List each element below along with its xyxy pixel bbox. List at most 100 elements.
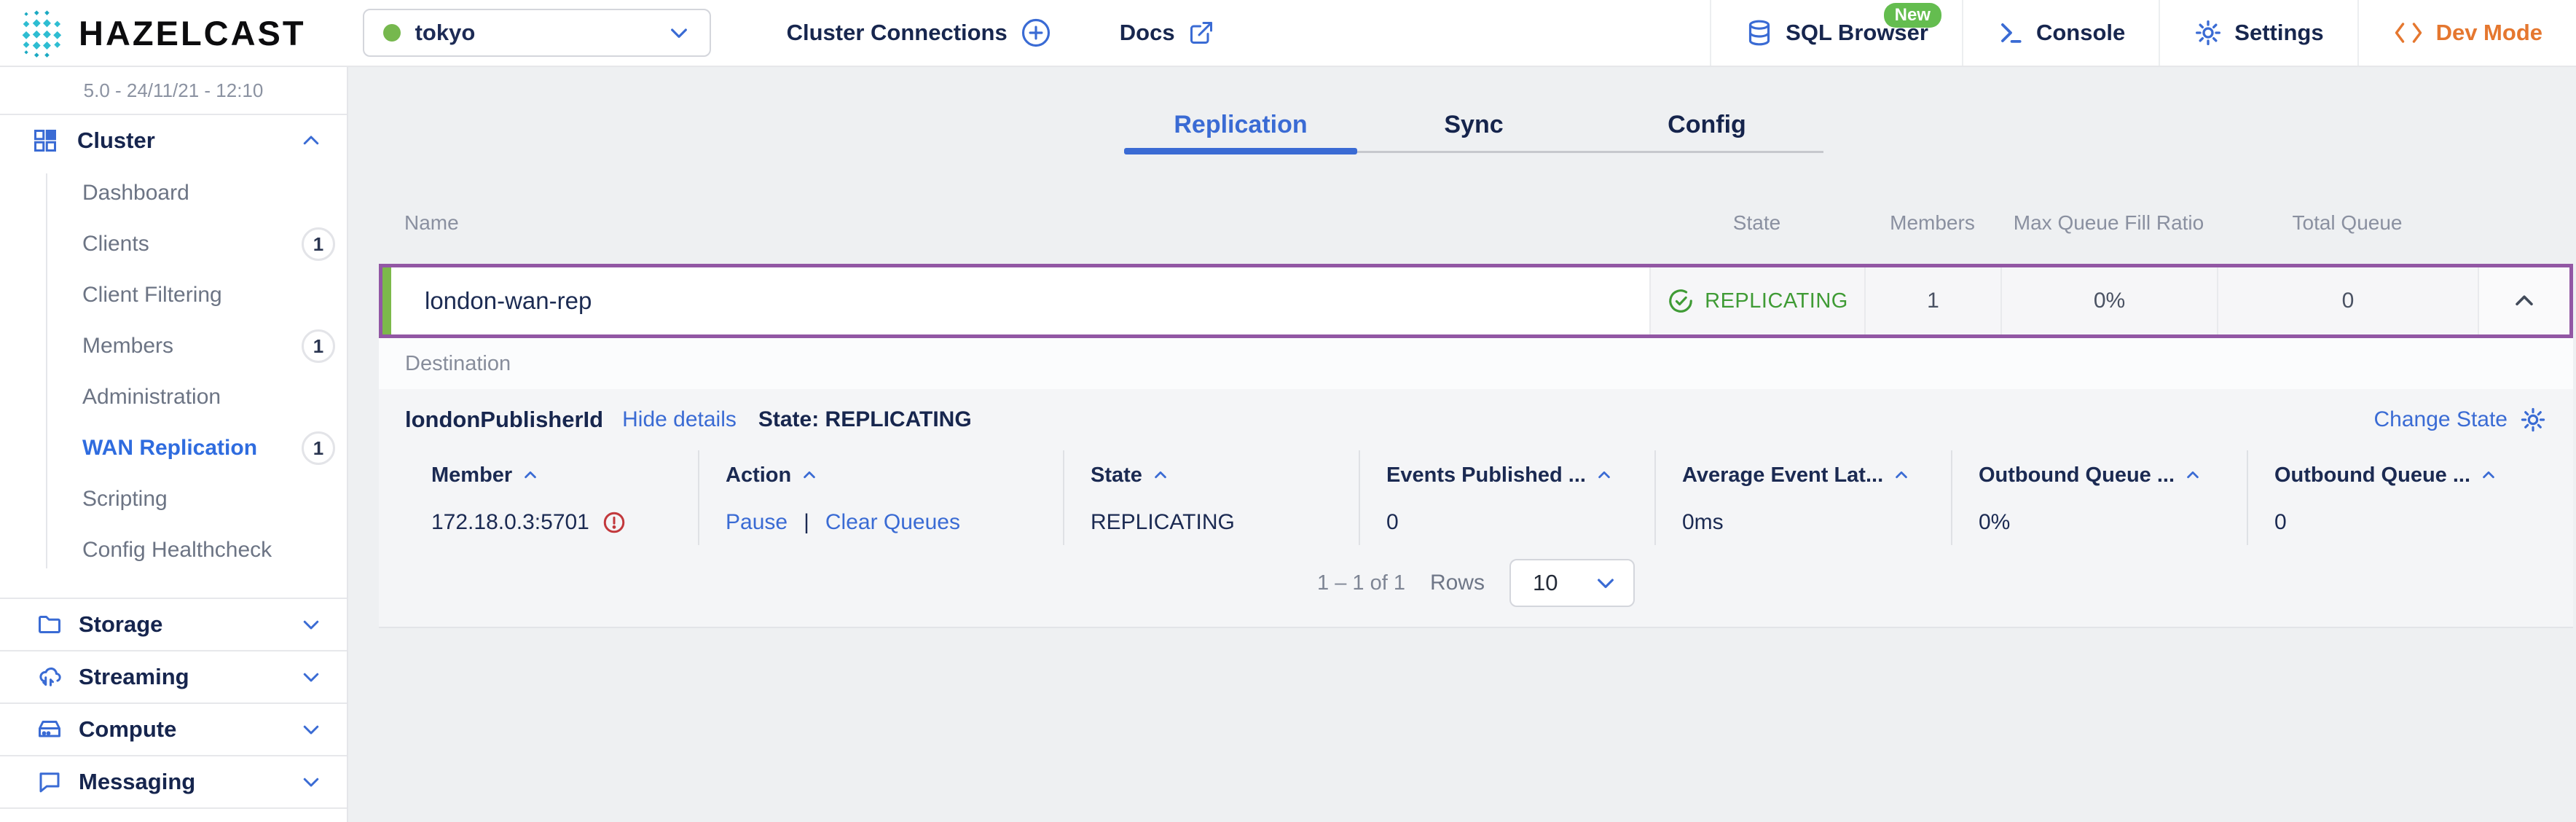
sidebar-item-administration[interactable]: Administration bbox=[0, 372, 347, 423]
sort-asc-icon bbox=[2481, 467, 2497, 483]
sort-asc-icon bbox=[1596, 467, 1612, 483]
publisher-state: State: REPLICATING bbox=[758, 407, 972, 431]
settings-button[interactable]: Settings bbox=[2159, 0, 2357, 66]
chevron-up-icon bbox=[300, 130, 322, 152]
sidebar-item-client-filtering[interactable]: Client Filtering bbox=[0, 270, 347, 321]
chevron-up-icon bbox=[2512, 289, 2537, 313]
member-actions-cell: Pause | Clear Queues bbox=[698, 500, 1063, 545]
version-info: 5.0 - 24/11/21 - 12:10 bbox=[0, 67, 347, 115]
warning-icon[interactable] bbox=[601, 509, 627, 536]
database-icon bbox=[1745, 18, 1774, 47]
sidebar-section-storage[interactable]: Storage bbox=[0, 598, 347, 650]
member-address: 172.18.0.3:5701 bbox=[431, 510, 589, 534]
tab-config[interactable]: Config bbox=[1668, 111, 1746, 138]
sidebar-item-config-healthcheck[interactable]: Config Healthcheck bbox=[0, 525, 347, 576]
sort-asc-icon bbox=[522, 467, 538, 483]
sidebar: 5.0 - 24/11/21 - 12:10 Cluster Dashboard… bbox=[0, 67, 348, 822]
collapse-row-button[interactable] bbox=[2478, 267, 2569, 334]
replication-state: REPLICATING bbox=[1705, 289, 1848, 313]
members-count: 1 bbox=[1864, 267, 2000, 334]
cluster-connections-button[interactable]: Cluster Connections bbox=[787, 17, 1051, 48]
average-event-latency-value: 0ms bbox=[1654, 500, 1951, 545]
hide-details-link[interactable]: Hide details bbox=[622, 407, 737, 431]
docs-link[interactable]: Docs bbox=[1120, 20, 1214, 46]
column-header-max-queue-fill-ratio: Max Queue Fill Ratio bbox=[2013, 211, 2204, 234]
sidebar-item-label: Clients bbox=[82, 232, 149, 256]
table-row-london-wan-rep[interactable]: london-wan-rep REPLICATING 1 0% 0 bbox=[379, 264, 2573, 338]
chevron-down-icon bbox=[300, 614, 322, 635]
dev-mode-button[interactable]: Dev Mode bbox=[2357, 0, 2576, 66]
member-address-cell: 172.18.0.3:5701 bbox=[405, 500, 698, 545]
sidebar-item-members[interactable]: Members 1 bbox=[0, 321, 347, 372]
column-header-member-state[interactable]: State bbox=[1063, 450, 1359, 500]
count-badge: 1 bbox=[302, 227, 335, 261]
total-queue: 0 bbox=[2217, 267, 2478, 334]
member-state: REPLICATING bbox=[1063, 500, 1359, 545]
member-row: 172.18.0.3:5701 Pause | Clear Queues REP… bbox=[405, 500, 2547, 545]
brand-name: HAZELCAST bbox=[79, 13, 306, 52]
column-header-total-queue: Total Queue bbox=[2292, 211, 2403, 234]
tab-bar: Replication Sync Config bbox=[1124, 102, 1823, 154]
top-bar: HAZELCAST tokyo Cluster Connections Docs… bbox=[0, 0, 2576, 67]
members-table-header: Member Action State Events Published ... bbox=[405, 450, 2547, 500]
change-state-button[interactable]: Change State bbox=[2374, 406, 2547, 434]
column-header-outbound-queue-size[interactable]: Outbound Queue ... bbox=[2247, 450, 2547, 500]
header-label: Events Published ... bbox=[1386, 463, 1586, 487]
header-label: Average Event Lat... bbox=[1682, 463, 1884, 487]
sidebar-item-label: Dashboard bbox=[82, 181, 189, 205]
docs-label: Docs bbox=[1119, 20, 1175, 45]
column-header-action[interactable]: Action bbox=[698, 450, 1063, 500]
sidebar-section-cluster[interactable]: Cluster bbox=[0, 115, 347, 166]
tab-replication[interactable]: Replication bbox=[1174, 111, 1308, 138]
rows-per-page-dropdown[interactable]: 10 bbox=[1509, 559, 1635, 607]
change-state-label: Change State bbox=[2373, 407, 2508, 431]
clear-queues-link[interactable]: Clear Queues bbox=[825, 510, 960, 534]
sql-browser-button[interactable]: New SQL Browser bbox=[1710, 0, 1962, 66]
sort-asc-icon bbox=[1152, 467, 1169, 483]
console-label: Console bbox=[2035, 20, 2126, 45]
sidebar-item-clients[interactable]: Clients 1 bbox=[0, 219, 347, 270]
cluster-status-dot bbox=[382, 24, 401, 42]
replication-state-cell: REPLICATING bbox=[1649, 267, 1864, 334]
pause-link[interactable]: Pause bbox=[726, 510, 788, 534]
sidebar-section-label: Storage bbox=[79, 611, 163, 637]
table-header-row: Name State Members Max Queue Fill Ratio … bbox=[379, 182, 2573, 264]
column-header-average-event-latency[interactable]: Average Event Lat... bbox=[1654, 450, 1951, 500]
column-header-events-published[interactable]: Events Published ... bbox=[1359, 450, 1654, 500]
hazelcast-logo: HAZELCAST bbox=[19, 7, 306, 58]
sidebar-item-scripting[interactable]: Scripting bbox=[0, 474, 347, 525]
sort-asc-icon bbox=[1893, 467, 1909, 483]
chevron-down-icon bbox=[300, 771, 322, 793]
folder-icon bbox=[36, 611, 63, 638]
sort-asc-icon bbox=[2185, 467, 2201, 483]
count-badge: 1 bbox=[302, 431, 335, 465]
gear-icon bbox=[2194, 18, 2223, 47]
rows-per-page-label: Rows bbox=[1429, 571, 1485, 595]
tab-underline bbox=[1124, 147, 1823, 154]
sidebar-section-label: Messaging bbox=[79, 769, 196, 794]
cluster-selector-value: tokyo bbox=[415, 20, 476, 45]
replication-detail-panel: Destination londonPublisherId Hide detai… bbox=[379, 338, 2573, 628]
events-published-value: 0 bbox=[1359, 500, 1654, 545]
column-header-member[interactable]: Member bbox=[405, 450, 698, 500]
row-active-indicator bbox=[382, 267, 391, 334]
sidebar-item-wan-replication[interactable]: WAN Replication 1 bbox=[0, 423, 347, 474]
action-separator: | bbox=[804, 510, 809, 534]
sidebar-item-label: WAN Replication bbox=[82, 436, 258, 460]
sidebar-item-dashboard[interactable]: Dashboard bbox=[0, 168, 347, 219]
settings-label: Settings bbox=[2234, 20, 2324, 45]
new-badge: New bbox=[1883, 3, 1941, 28]
sidebar-item-label: Scripting bbox=[82, 487, 168, 511]
tab-sync[interactable]: Sync bbox=[1444, 111, 1504, 138]
active-tab-indicator bbox=[1124, 148, 1357, 154]
header-label: Outbound Queue ... bbox=[1979, 463, 2175, 487]
sidebar-section-cluster-label: Cluster bbox=[77, 128, 155, 153]
cluster-selector-dropdown[interactable]: tokyo bbox=[362, 9, 711, 57]
console-button[interactable]: Console bbox=[1961, 0, 2159, 66]
column-header-outbound-queue-fill[interactable]: Outbound Queue ... bbox=[1951, 450, 2247, 500]
header-label: Member bbox=[431, 463, 513, 487]
sidebar-section-messaging[interactable]: Messaging bbox=[0, 755, 347, 807]
top-actions: New SQL Browser Console Settings Dev Mod… bbox=[1710, 0, 2576, 66]
sidebar-section-compute[interactable]: Compute bbox=[0, 702, 347, 755]
sidebar-section-streaming[interactable]: Streaming bbox=[0, 650, 347, 702]
